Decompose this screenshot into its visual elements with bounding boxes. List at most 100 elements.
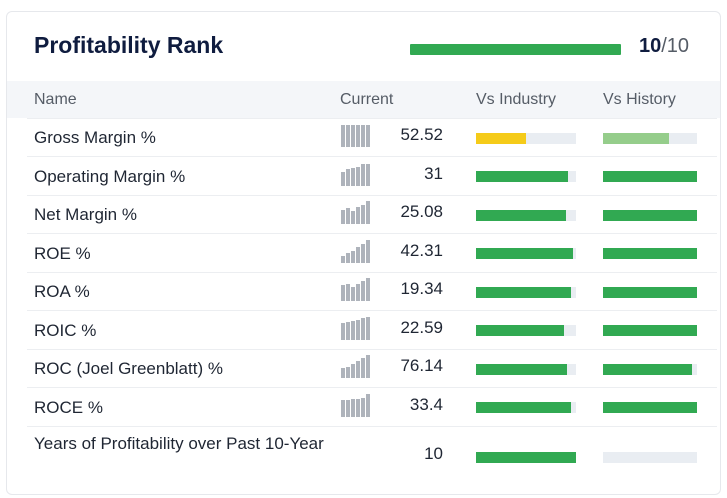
- table-row[interactable]: Net Margin % 25.08: [27, 195, 717, 234]
- sparkline-bar: [346, 321, 350, 340]
- sparkline-bar: [366, 316, 370, 340]
- sparkline-bar: [361, 163, 365, 186]
- sparkline-bar: [366, 239, 370, 263]
- vs-industry-bar-fill: [476, 132, 526, 144]
- header-vs-history: Vs History: [603, 91, 676, 108]
- current-value: 76.14: [400, 356, 443, 375]
- vs-history-bar-fill: [603, 402, 697, 413]
- current-value: 52.52: [400, 125, 443, 144]
- history-sparkline-icon[interactable]: [341, 393, 371, 417]
- sparkline-bar: [361, 125, 365, 147]
- sparkline-bar: [356, 207, 360, 224]
- vs-industry-bar-fill: [476, 363, 567, 375]
- metric-name: ROIC %: [34, 320, 97, 340]
- sparkline-bar: [351, 167, 355, 186]
- history-sparkline-icon[interactable]: [341, 123, 371, 147]
- vs-history-bar-fill: [603, 132, 669, 144]
- vs-history-bar: [603, 248, 697, 259]
- sparkline-bar: [366, 163, 370, 186]
- table-header: Name Current Vs Industry Vs History: [7, 81, 720, 118]
- table-row[interactable]: Operating Margin % 31: [27, 156, 717, 196]
- vs-industry-bar: [476, 363, 576, 375]
- vs-history-bar-fill: [603, 363, 693, 375]
- sparkline-bar: [341, 368, 345, 378]
- metric-name: Operating Margin %: [34, 166, 186, 186]
- current-value: 19.34: [400, 279, 443, 298]
- current-value: 25.08: [400, 202, 443, 221]
- header-name: Name: [34, 91, 77, 108]
- metric-name: ROE %: [34, 243, 91, 263]
- vs-history-bar-fill: [603, 171, 697, 182]
- sparkline-bar: [351, 398, 355, 417]
- table-row[interactable]: Gross Margin % 52.52: [27, 118, 717, 157]
- current-value: 33.4: [409, 394, 443, 414]
- table-row[interactable]: Years of Profitability over Past 10-Year…: [27, 426, 717, 487]
- vs-industry-bar: [476, 402, 576, 413]
- sparkline-bar: [361, 281, 365, 301]
- sparkline-bar: [361, 243, 365, 263]
- sparkline-bar: [356, 398, 360, 417]
- rank-progress-fill: [410, 44, 621, 55]
- sparkline-bar: [346, 252, 350, 263]
- history-sparkline-icon[interactable]: [341, 239, 371, 263]
- current-value: 31: [424, 163, 443, 183]
- metric-name: ROA %: [34, 282, 90, 301]
- history-sparkline-icon[interactable]: [341, 162, 371, 186]
- table-row[interactable]: ROE % 42.31: [27, 233, 717, 273]
- sparkline-bar: [361, 397, 365, 417]
- metric-name: Years of Profitability over Past 10-Year: [34, 434, 324, 453]
- header-current: Current: [340, 91, 394, 108]
- current-value: 42.31: [400, 240, 443, 260]
- vs-industry-bar: [476, 209, 576, 221]
- current-value: 22.59: [400, 317, 443, 337]
- vs-industry-bar: [476, 132, 576, 144]
- table-row[interactable]: ROC (Joel Greenblatt) % 76.14: [27, 349, 717, 388]
- history-sparkline-icon[interactable]: [341, 316, 371, 340]
- metric-name: Net Margin %: [34, 205, 137, 224]
- sparkline-bar: [346, 208, 350, 224]
- history-sparkline-icon[interactable]: [341, 277, 371, 301]
- header-vs-industry: Vs Industry: [476, 91, 557, 108]
- vs-history-bar-fill: [603, 248, 697, 259]
- metric-name: Gross Margin %: [34, 128, 156, 147]
- rank-value: 10: [639, 35, 662, 57]
- rank-progress-bar: [410, 44, 621, 55]
- rank-score: 10/10: [639, 35, 689, 58]
- vs-history-bar-fill: [603, 209, 697, 221]
- vs-industry-bar-fill: [476, 325, 564, 336]
- vs-industry-bar: [476, 248, 576, 259]
- sparkline-bar: [366, 355, 370, 378]
- sparkline-bar: [351, 287, 355, 301]
- sparkline-bar: [351, 125, 355, 147]
- table-row[interactable]: ROIC % 22.59: [27, 310, 717, 350]
- history-sparkline-icon[interactable]: [341, 354, 371, 378]
- sparkline-bar: [356, 246, 360, 263]
- sparkline-bar: [341, 171, 345, 186]
- sparkline-bar: [351, 364, 355, 378]
- metric-name: ROC (Joel Greenblatt) %: [34, 359, 223, 378]
- vs-history-bar: [603, 363, 697, 375]
- current-value: 10: [424, 444, 443, 463]
- sparkline-bar: [341, 210, 345, 224]
- rank-max: /10: [661, 35, 690, 57]
- vs-industry-bar-fill: [476, 286, 571, 298]
- metric-name: ROCE %: [34, 397, 103, 417]
- sparkline-bar: [341, 399, 345, 417]
- sparkline-bar: [366, 201, 370, 224]
- history-sparkline-icon[interactable]: [341, 200, 371, 224]
- sparkline-bar: [346, 284, 350, 301]
- vs-history-bar-fill: [603, 325, 697, 336]
- vs-history-bar: [603, 132, 697, 144]
- vs-history-bar-fill: [603, 286, 697, 298]
- sparkline-bar: [341, 285, 345, 301]
- vs-industry-bar-fill: [476, 451, 576, 463]
- sparkline-bar: [356, 319, 360, 340]
- vs-history-bar: [603, 171, 697, 182]
- sparkline-bar: [351, 211, 355, 224]
- vs-industry-bar-fill: [476, 209, 566, 221]
- table-row[interactable]: ROA % 19.34: [27, 272, 717, 311]
- sparkline-bar: [356, 125, 360, 147]
- table-row[interactable]: ROCE % 33.4: [27, 387, 717, 427]
- sparkline-bar: [361, 358, 365, 378]
- sparkline-bar: [361, 317, 365, 340]
